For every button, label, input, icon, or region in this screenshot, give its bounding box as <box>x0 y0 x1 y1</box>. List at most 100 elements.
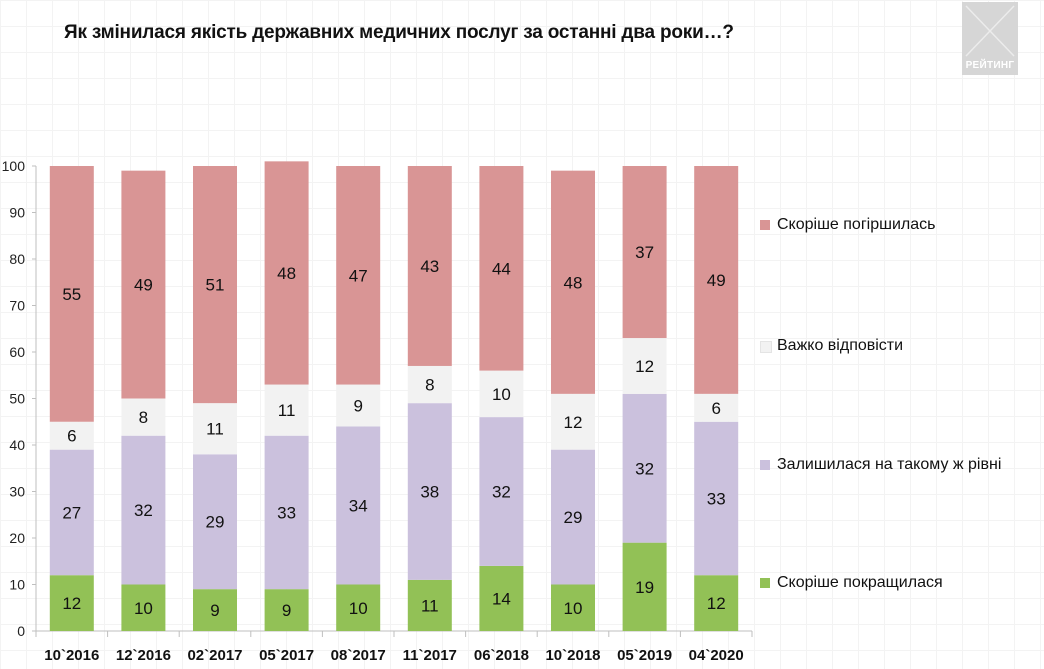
data-label-6-3: 8 <box>425 376 434 395</box>
bar-segment-8-1 <box>551 584 595 631</box>
bar-segment-2-1 <box>121 584 166 631</box>
data-label-7-1: 14 <box>492 589 511 608</box>
bar-segment-1-3 <box>49 421 94 450</box>
logo-text: РЕЙТИНГ <box>965 60 1015 71</box>
data-label-3-3: 11 <box>206 420 224 439</box>
category-label-8: 10`2018 <box>545 647 600 664</box>
bar-segment-9-3 <box>622 338 667 394</box>
data-label-3-2: 29 <box>206 513 225 532</box>
category-label-3: 02`2017 <box>187 647 242 664</box>
bar-segment-10-4 <box>694 166 739 394</box>
bar-segment-8-3 <box>551 393 595 450</box>
category-label-7: 06`2018 <box>474 647 529 664</box>
rating-logo: РЕЙТИНГ <box>962 2 1018 75</box>
category-label-4: 05`2017 <box>259 647 314 664</box>
y-tick-label-20: 20 <box>9 530 25 546</box>
bar-segment-6-3 <box>407 365 452 404</box>
bar-segment-2-4 <box>121 170 166 399</box>
bar-segment-6-4 <box>407 166 452 366</box>
logo-cross-icon <box>965 5 1015 57</box>
data-label-1-1: 12 <box>62 594 81 613</box>
legend-item-hard-to-say: Важко відповісти <box>760 337 1030 357</box>
bar-segment-6-1 <box>407 579 452 631</box>
chart-title: Як змінилася якість державних медичних п… <box>64 22 734 43</box>
category-label-1: 10`2016 <box>44 647 99 664</box>
y-tick-label-90: 90 <box>9 205 25 221</box>
data-label-4-4: 48 <box>277 264 296 283</box>
data-label-7-2: 32 <box>492 483 511 502</box>
data-label-10-1: 12 <box>707 594 726 613</box>
data-label-10-3: 6 <box>711 399 720 418</box>
data-label-2-1: 10 <box>134 599 153 618</box>
legend-label-worse: Скоріше погіршилась <box>777 216 936 233</box>
bar-segment-3-1 <box>193 589 237 631</box>
bar-segment-3-3 <box>193 403 237 455</box>
data-label-8-3: 12 <box>564 413 583 432</box>
data-label-9-3: 12 <box>635 357 654 376</box>
bar-segment-4-2 <box>264 435 309 590</box>
y-tick-label-0: 0 <box>17 623 25 639</box>
data-label-4-2: 33 <box>277 503 296 522</box>
legend-label-same: Залишилася на такому ж рівні <box>777 456 1002 473</box>
legend-label-better: Скоріше покращилася <box>777 574 943 591</box>
data-label-1-4: 55 <box>62 285 81 304</box>
bar-segment-7-3 <box>479 370 524 418</box>
bar-segment-10-3 <box>694 393 739 422</box>
data-label-8-4: 48 <box>564 273 583 292</box>
data-label-6-1: 11 <box>421 596 439 615</box>
data-label-2-3: 8 <box>139 408 148 427</box>
data-label-1-3: 6 <box>67 427 76 446</box>
bar-segment-5-4 <box>336 166 381 385</box>
data-label-9-2: 32 <box>635 459 654 478</box>
bar-segment-5-1 <box>336 584 381 631</box>
data-label-3-4: 51 <box>206 276 225 295</box>
data-label-9-4: 37 <box>635 243 654 262</box>
bar-segment-9-4 <box>622 166 667 339</box>
bar-segment-2-3 <box>121 398 166 436</box>
data-label-5-2: 34 <box>349 496 368 515</box>
bar-segment-5-3 <box>336 384 381 427</box>
bar-segment-4-3 <box>264 384 309 436</box>
data-label-4-3: 11 <box>278 401 296 420</box>
bar-segment-10-2 <box>694 421 739 576</box>
bar-segment-6-2 <box>407 403 452 580</box>
data-label-5-3: 9 <box>353 396 362 415</box>
y-tick-label-40: 40 <box>9 437 25 453</box>
bar-segment-2-2 <box>121 435 166 585</box>
legend-item-same: Залишилася на такому ж рівні <box>760 456 1030 476</box>
data-label-5-1: 10 <box>349 599 368 618</box>
legend-swatch-better <box>760 578 770 588</box>
bar-segment-10-1 <box>694 575 739 631</box>
y-tick-label-30: 30 <box>9 484 25 500</box>
category-label-9: 05`2019 <box>617 647 672 664</box>
legend-swatch-hard-to-say <box>760 341 772 353</box>
bar-segment-4-4 <box>264 161 309 385</box>
legend-item-better: Скоріше покращилася <box>760 574 1030 594</box>
y-tick-label-100: 100 <box>2 158 26 174</box>
data-label-5-4: 47 <box>349 266 368 285</box>
data-label-8-2: 29 <box>564 508 583 527</box>
category-label-10: 04`2020 <box>689 647 744 664</box>
y-tick-label-10: 10 <box>9 577 25 593</box>
legend-swatch-same <box>760 460 770 470</box>
data-label-7-4: 44 <box>492 259 511 278</box>
data-label-9-1: 19 <box>635 578 654 597</box>
bar-segment-1-1 <box>49 575 94 631</box>
data-label-10-2: 33 <box>707 489 726 508</box>
category-label-2: 12`2016 <box>116 647 171 664</box>
y-tick-label-60: 60 <box>9 344 25 360</box>
y-tick-label-50: 50 <box>9 391 25 407</box>
data-label-3-1: 9 <box>210 601 219 620</box>
data-label-2-2: 32 <box>134 501 153 520</box>
category-label-5: 08`2017 <box>331 647 386 664</box>
data-label-8-1: 10 <box>564 599 583 618</box>
category-label-6: 11`2017 <box>403 647 457 664</box>
data-label-1-2: 27 <box>62 503 81 522</box>
bar-segment-4-1 <box>264 589 309 631</box>
y-tick-label-70: 70 <box>9 298 25 314</box>
legend-label-hard-to-say: Важко відповісти <box>777 337 904 354</box>
bar-segment-5-2 <box>336 426 381 585</box>
bar-segment-7-1 <box>479 565 524 631</box>
data-label-6-4: 43 <box>420 257 439 276</box>
data-label-4-1: 9 <box>282 601 291 620</box>
